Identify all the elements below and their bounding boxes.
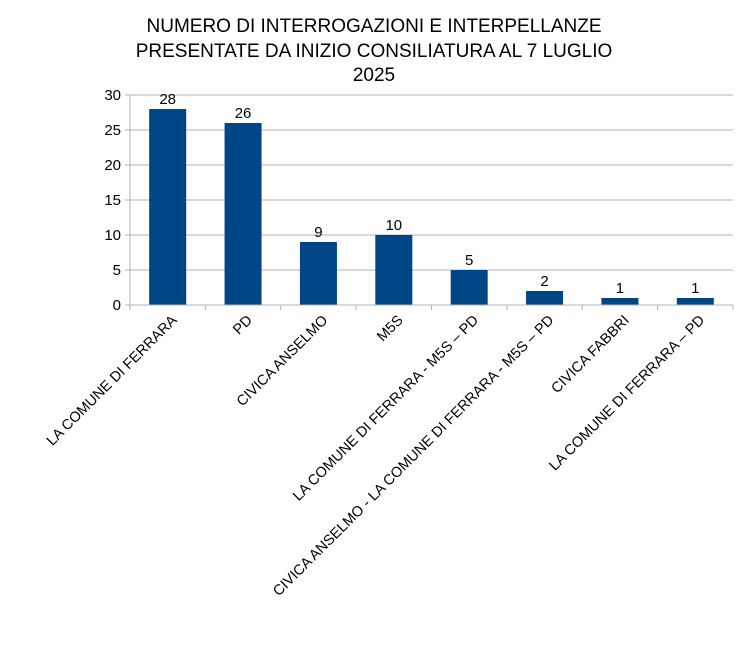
data-label: 26 [235,105,252,122]
chart-title: NUMERO DI INTERROGAZIONI E INTERPELLANZE… [136,16,613,86]
y-tick-label: 25 [104,122,121,139]
bar [450,270,488,305]
bars [149,109,714,305]
y-tick-label: 5 [113,262,121,279]
bar [601,298,639,305]
bar [224,123,262,305]
bar [375,235,413,305]
bar [299,242,337,305]
axes [129,95,734,310]
category-label: LA COMUNE DI FERRARA [44,312,181,449]
y-tick-label: 10 [104,227,121,244]
data-label: 10 [385,217,402,234]
data-label: 28 [159,91,176,108]
y-tick-label: 30 [104,87,121,104]
y-axis-tick-labels: 0 5 10 15 20 25 30 [104,87,121,314]
category-label: M5S [374,313,406,345]
data-label: 5 [465,252,473,269]
data-labels: 28 26 9 10 5 2 1 1 [159,91,699,297]
data-label: 2 [540,273,548,290]
bar [676,298,714,305]
chart-title-line-1: NUMERO DI INTERROGAZIONI E INTERPELLANZE [147,16,602,37]
bar [526,291,564,305]
category-label: CIVICA FABBRI [549,313,633,397]
y-tick-label: 20 [104,157,121,174]
data-label: 1 [616,280,624,297]
category-label: CIVICA ANSELMO - LA COMUNE DI FERRARA - … [270,313,557,600]
chart-title-line-2: PRESENTATE DA INIZIO CONSILIATURA AL 7 L… [136,41,613,62]
gridlines [125,94,733,306]
bar [149,109,187,305]
category-label: PD [230,313,256,339]
category-label: LA COMUNE DI FERRARA – PD [546,313,708,475]
data-label: 9 [314,224,322,241]
y-tick-label: 0 [113,297,121,314]
chart-title-line-3: 2025 [353,65,395,86]
y-tick-label: 15 [104,192,121,209]
data-label: 1 [691,280,699,297]
